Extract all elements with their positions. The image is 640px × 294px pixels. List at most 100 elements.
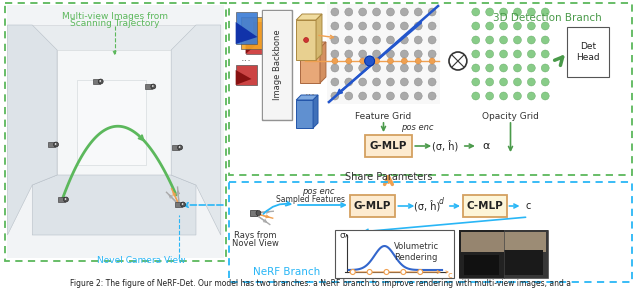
Circle shape bbox=[527, 92, 535, 100]
Circle shape bbox=[401, 22, 408, 30]
Bar bbox=[327, 4, 440, 104]
Circle shape bbox=[372, 78, 381, 86]
Circle shape bbox=[513, 8, 522, 16]
Circle shape bbox=[401, 64, 408, 72]
Bar bbox=[300, 48, 320, 83]
Polygon shape bbox=[8, 5, 224, 258]
Text: Novel View: Novel View bbox=[232, 239, 279, 248]
Circle shape bbox=[527, 8, 535, 16]
Circle shape bbox=[428, 78, 436, 86]
Circle shape bbox=[331, 22, 339, 30]
Circle shape bbox=[513, 22, 522, 30]
Circle shape bbox=[486, 92, 493, 100]
Bar bbox=[241, 17, 262, 49]
Circle shape bbox=[182, 203, 184, 205]
Circle shape bbox=[372, 92, 381, 100]
Circle shape bbox=[513, 78, 522, 86]
Circle shape bbox=[527, 64, 535, 72]
Text: Rays from: Rays from bbox=[234, 231, 276, 240]
Circle shape bbox=[387, 50, 394, 58]
Circle shape bbox=[303, 38, 308, 43]
Circle shape bbox=[401, 92, 408, 100]
Polygon shape bbox=[296, 95, 318, 100]
Circle shape bbox=[99, 79, 103, 84]
Circle shape bbox=[541, 22, 549, 30]
Bar bbox=[459, 230, 504, 278]
Circle shape bbox=[358, 92, 367, 100]
Circle shape bbox=[472, 8, 480, 16]
Circle shape bbox=[374, 58, 380, 64]
Circle shape bbox=[152, 85, 154, 87]
Circle shape bbox=[513, 92, 522, 100]
Bar bbox=[296, 100, 313, 128]
Circle shape bbox=[428, 22, 436, 30]
Circle shape bbox=[527, 78, 535, 86]
Circle shape bbox=[418, 270, 422, 275]
Circle shape bbox=[63, 197, 68, 202]
Bar bbox=[6, 3, 226, 261]
Circle shape bbox=[350, 270, 355, 275]
Text: Multi-view Images from: Multi-view Images from bbox=[61, 12, 168, 21]
Circle shape bbox=[500, 8, 508, 16]
Circle shape bbox=[358, 36, 367, 44]
Polygon shape bbox=[300, 42, 326, 48]
Circle shape bbox=[387, 36, 394, 44]
Polygon shape bbox=[236, 22, 257, 44]
Circle shape bbox=[486, 64, 493, 72]
Polygon shape bbox=[57, 50, 171, 175]
Text: Sampled Features: Sampled Features bbox=[276, 196, 344, 205]
Bar bbox=[236, 12, 257, 44]
Polygon shape bbox=[32, 175, 196, 235]
Circle shape bbox=[541, 8, 549, 16]
Circle shape bbox=[365, 56, 374, 66]
Bar bbox=[350, 195, 396, 217]
Circle shape bbox=[414, 8, 422, 16]
Polygon shape bbox=[316, 14, 322, 60]
Circle shape bbox=[541, 36, 549, 44]
Text: (σ, ĥ): (σ, ĥ) bbox=[414, 200, 440, 212]
Circle shape bbox=[178, 145, 182, 150]
Polygon shape bbox=[320, 42, 326, 83]
Circle shape bbox=[345, 22, 353, 30]
Circle shape bbox=[358, 22, 367, 30]
Text: Opacity Grid: Opacity Grid bbox=[482, 112, 539, 121]
Circle shape bbox=[486, 36, 493, 44]
Polygon shape bbox=[255, 22, 268, 37]
Circle shape bbox=[500, 92, 508, 100]
Circle shape bbox=[414, 50, 422, 58]
Bar bbox=[175, 202, 182, 207]
Circle shape bbox=[372, 22, 381, 30]
Circle shape bbox=[414, 78, 422, 86]
Polygon shape bbox=[32, 25, 196, 185]
Circle shape bbox=[541, 50, 549, 58]
Circle shape bbox=[472, 64, 480, 72]
Circle shape bbox=[372, 50, 381, 58]
Circle shape bbox=[180, 202, 186, 207]
Circle shape bbox=[472, 22, 480, 30]
Circle shape bbox=[331, 78, 339, 86]
Circle shape bbox=[55, 143, 56, 145]
Text: Share Parameters: Share Parameters bbox=[345, 172, 432, 182]
Circle shape bbox=[472, 50, 480, 58]
Circle shape bbox=[428, 50, 436, 58]
Bar bbox=[504, 230, 548, 278]
Text: Scanning Trajectory: Scanning Trajectory bbox=[70, 19, 159, 28]
Circle shape bbox=[541, 78, 549, 86]
Text: d: d bbox=[438, 196, 444, 206]
Text: C-MLP: C-MLP bbox=[467, 201, 503, 211]
Circle shape bbox=[367, 270, 372, 275]
Bar bbox=[250, 210, 257, 216]
Text: c: c bbox=[447, 270, 452, 280]
Circle shape bbox=[387, 92, 394, 100]
Circle shape bbox=[527, 50, 535, 58]
Circle shape bbox=[500, 78, 508, 86]
Circle shape bbox=[472, 78, 480, 86]
Text: 3D Detection Branch: 3D Detection Branch bbox=[493, 13, 602, 23]
Circle shape bbox=[332, 58, 338, 64]
Circle shape bbox=[428, 92, 436, 100]
Circle shape bbox=[384, 270, 389, 275]
Bar bbox=[461, 232, 546, 252]
Circle shape bbox=[387, 58, 394, 64]
Circle shape bbox=[401, 78, 408, 86]
Text: Image Backbone: Image Backbone bbox=[273, 30, 282, 100]
